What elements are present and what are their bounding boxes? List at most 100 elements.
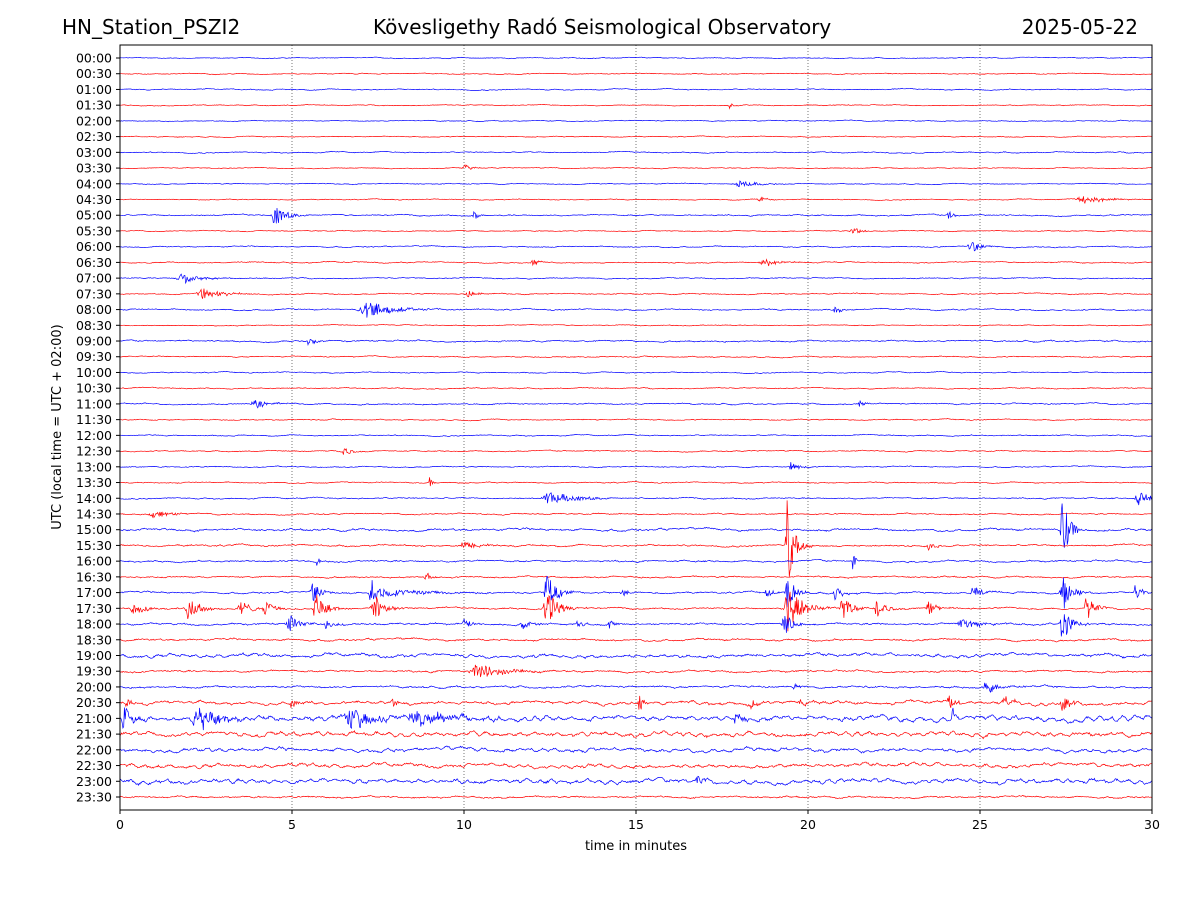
y-tick-label: 05:00 [76,208,112,223]
trace-1230 [119,448,1153,455]
seismic-traces [119,56,1153,800]
y-tick-label: 23:00 [76,774,112,789]
y-tick-label: 16:00 [76,554,112,569]
y-tick-label: 04:30 [76,192,112,207]
trace-0730 [119,288,1153,299]
y-tick-label: 22:00 [76,742,112,757]
trace-0500 [120,207,1153,224]
trace-1600 [119,555,1153,570]
x-tick-label: 20 [800,817,816,832]
y-tick-label: 02:30 [76,129,112,144]
trace-0300 [119,150,1153,154]
chart-title: Kövesligethy Radó Seismological Observat… [373,15,832,39]
trace-2200 [119,745,1153,755]
trace-0630 [119,258,1153,267]
y-tick-label: 20:30 [76,695,112,710]
x-axis-ticks: 0 5 10 15 20 25 30 [116,810,1160,832]
trace-0800 [120,302,1153,318]
trace-0430 [119,196,1152,205]
trace-0700 [119,273,1153,285]
trace-1530 [119,500,1153,577]
trace-1200 [119,433,1153,437]
y-axis-label: UTC (local time = UTC + 02:00) [50,324,65,529]
y-tick-label: 17:30 [76,601,112,616]
trace-2230 [119,761,1152,770]
y-tick-label: 14:30 [76,506,112,521]
y-tick-label: 16:30 [76,569,112,584]
trace-1700 [120,576,1153,609]
chart-date: 2025-05-22 [1021,15,1138,39]
y-tick-label: 15:30 [76,538,112,553]
y-tick-label: 06:30 [76,255,112,270]
y-tick-label: 01:00 [76,82,112,97]
trace-1800 [119,614,1153,637]
trace-0600 [119,241,1153,252]
y-tick-label: 19:30 [76,664,112,679]
y-tick-label: 03:00 [76,145,112,160]
y-tick-label: 13:00 [76,459,112,474]
trace-0330 [119,164,1153,171]
y-tick-label: 19:00 [76,648,112,663]
trace-2030 [119,695,1153,711]
x-tick-label: 30 [1144,817,1160,832]
y-tick-label: 18:30 [76,632,112,647]
trace-0100 [119,87,1153,91]
y-tick-label: 14:00 [76,491,112,506]
trace-1630 [119,572,1153,580]
y-tick-label: 08:00 [76,302,112,317]
trace-1130 [119,418,1153,422]
y-tick-label: 06:00 [76,239,112,254]
y-tick-label: 03:30 [76,161,112,176]
y-tick-label: 23:30 [76,790,112,805]
y-tick-label: 00:00 [76,51,112,66]
y-tick-label: 11:00 [76,396,112,411]
y-tick-label: 04:00 [76,176,112,191]
trace-0930 [119,355,1152,359]
x-axis-label: time in minutes [585,839,687,854]
trace-1500 [119,503,1153,548]
trace-1430 [119,511,1153,519]
trace-0000 [119,56,1153,60]
x-tick-label: 25 [972,817,988,832]
y-tick-label: 21:30 [76,727,112,742]
trace-2300 [119,775,1153,787]
y-tick-label: 17:00 [76,585,112,600]
y-tick-label: 07:00 [76,271,112,286]
y-tick-label: 11:30 [76,412,112,427]
trace-1400 [119,492,1153,506]
trace-2130 [119,729,1153,740]
trace-0830 [119,324,1153,327]
y-tick-label: 15:00 [76,522,112,537]
trace-1730 [119,591,1153,632]
trace-0230 [119,135,1153,138]
y-tick-label: 05:30 [76,223,112,238]
x-tick-label: 15 [628,817,644,832]
y-tick-label: 12:00 [76,428,112,443]
trace-1300 [119,462,1153,470]
station-name: HN_Station_PSZI2 [62,15,241,39]
y-tick-label: 07:30 [76,286,112,301]
y-tick-label: 00:30 [76,66,112,81]
trace-0130 [120,103,1153,110]
trace-0530 [120,227,1152,234]
y-tick-label: 10:30 [76,381,112,396]
y-axis-ticks: 00:0000:3001:0001:3002:0002:3003:0003:30… [76,51,120,805]
trace-1930 [119,664,1153,678]
trace-1000 [119,371,1153,374]
trace-0200 [120,119,1152,123]
trace-1330 [119,477,1152,487]
y-tick-label: 09:00 [76,334,112,349]
y-tick-label: 10:00 [76,365,112,380]
trace-1100 [119,400,1153,409]
x-tick-label: 0 [116,817,124,832]
y-tick-label: 12:30 [76,444,112,459]
y-tick-label: 08:30 [76,318,112,333]
trace-1900 [119,651,1153,660]
y-tick-label: 21:00 [76,711,112,726]
trace-2000 [119,682,1153,694]
y-tick-label: 09:30 [76,349,112,364]
trace-2330 [119,795,1153,800]
x-tick-label: 10 [456,817,472,832]
y-tick-label: 13:30 [76,475,112,490]
